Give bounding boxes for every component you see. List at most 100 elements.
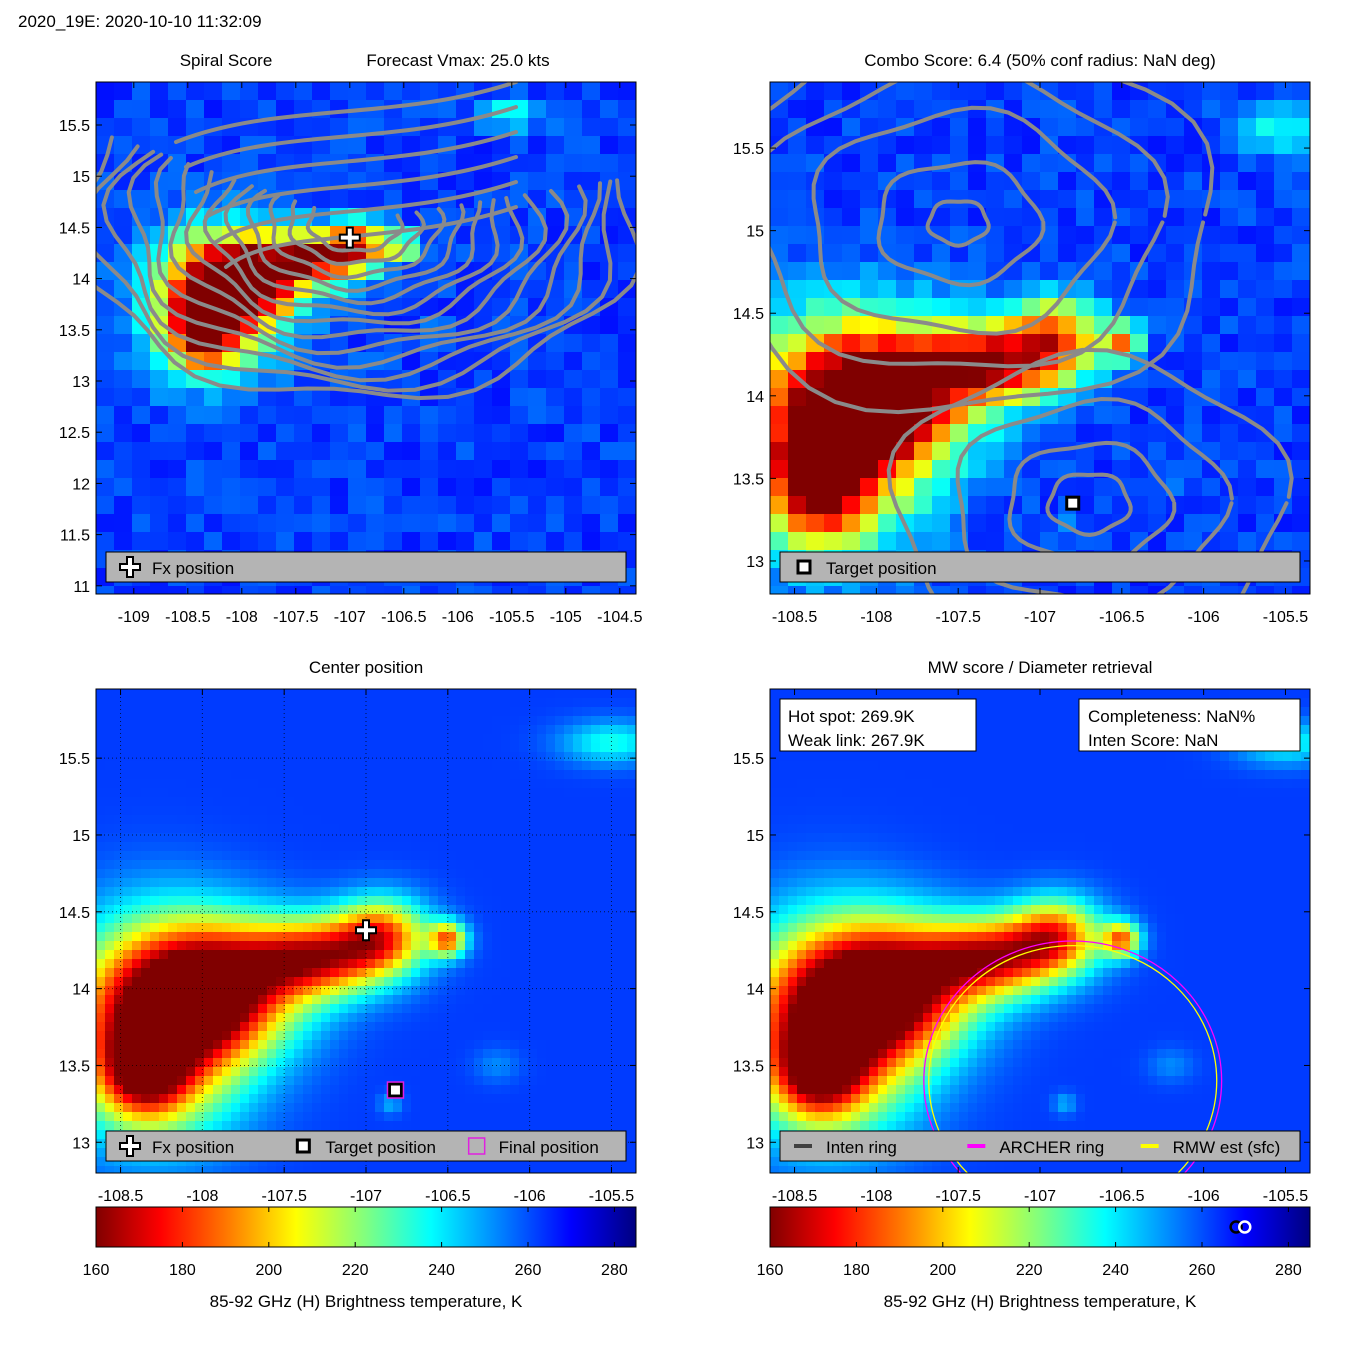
center-target-marker	[387, 1082, 403, 1098]
colorbar-tick-label: 180	[843, 1262, 870, 1279]
mw-legend-label: RMW est (sfc)	[1173, 1138, 1281, 1157]
colorbar-left: 160 180 200 220 240 260 280 85-92 GHz (H) Brigh…	[83, 1206, 637, 1311]
spiral-legend: Fx position	[105, 551, 627, 583]
colorbar-tick-label: 280	[1275, 1262, 1302, 1279]
mw-xtick-label: -107.5	[935, 1188, 980, 1205]
center-legend-label: Final position	[499, 1138, 599, 1157]
combo-xtick-label: -105.5	[1263, 609, 1308, 626]
center-xtick-label: -106.5	[425, 1188, 470, 1205]
mw-xtick-label: -108.5	[772, 1188, 817, 1205]
spiral-ytick-label: 14.5	[59, 220, 90, 237]
colorbar-tick-label: 160	[757, 1262, 784, 1279]
combo-ytick-label: 14	[746, 389, 764, 406]
mw-xtick-label: -108	[860, 1188, 892, 1205]
spiral-xtick-label: -106	[442, 609, 474, 626]
spiral-legend-fx-icon	[119, 556, 141, 578]
colorbar-tick-label: 220	[1016, 1262, 1043, 1279]
spiral-fx-marker	[338, 226, 361, 249]
colorbar-tick-label: 180	[169, 1262, 196, 1279]
combo-xtick-label: -107.5	[935, 609, 980, 626]
combo-ytick-label: 13	[746, 554, 764, 571]
spiral-title-left: Spiral Score	[180, 51, 273, 70]
combo-heatmap	[770, 82, 1310, 594]
center-fx-marker	[355, 919, 377, 942]
center-xtick-label: -108	[186, 1188, 218, 1205]
colorbar-marker	[1229, 1220, 1243, 1234]
center-xtick-label: -105.5	[589, 1188, 634, 1205]
colorbar-marker	[1238, 1220, 1252, 1234]
combo-ytick-label: 14.5	[733, 306, 764, 323]
spiral-ytick-label: 12	[72, 476, 90, 493]
center-grid	[96, 689, 636, 1173]
spiral-legend-label: Fx position	[152, 559, 234, 578]
combo-xtick-label: -106.5	[1099, 609, 1144, 626]
center-legend: Fx position Target position Final position	[105, 1130, 627, 1162]
mw-ytick-label: 14	[746, 982, 764, 999]
mw-legend: Inten ring ARCHER ring RMW est (sfc)	[779, 1130, 1301, 1162]
spiral-ytick-label: 15	[72, 169, 90, 186]
colorbar-label: 85-92 GHz (H) Brightness temperature, K	[210, 1292, 523, 1311]
colorbar-tick-label: 240	[428, 1262, 455, 1279]
combo-ytick-label: 13.5	[733, 471, 764, 488]
header-title: 2020_19E: 2020-10-10 11:32:09	[18, 12, 262, 31]
combo-target-marker	[1065, 495, 1081, 511]
spiral-xtick-label: -104.5	[597, 609, 642, 626]
colorbar-right: 160 180 200 220 240 260 280 85-92 GHz (H) Brigh…	[757, 1206, 1311, 1311]
center-xtick-label: -108.5	[98, 1188, 143, 1205]
infobox-right-line: Inten Score: NaN	[1088, 731, 1218, 750]
combo-panel: -108.5 -108 -107.5 -107 -106.5 -106 -105.5 13 13…	[733, 51, 1311, 626]
center-legend-target-icon	[295, 1138, 311, 1154]
spiral-panel: -109 -108.5 -108 -107.5 -107 -106.5 -106 -105.5…	[59, 51, 643, 626]
infobox-right: Completeness: NaN% Inten Score: NaN	[1078, 698, 1301, 752]
colorbar-tick-label: 200	[255, 1262, 282, 1279]
infobox-right-line: Completeness: NaN%	[1088, 707, 1255, 726]
spiral-ytick-label: 12.5	[59, 425, 90, 442]
spiral-ytick-label: 11	[73, 579, 90, 596]
spiral-xtick-label: -105	[550, 609, 582, 626]
center-legend-final-icon	[467, 1137, 486, 1155]
mw-legend-label: Inten ring	[826, 1138, 897, 1157]
colorbar-tick-label: 200	[929, 1262, 956, 1279]
colorbar-gradient	[769, 1206, 1311, 1248]
center-ytick-label: 13	[72, 1135, 90, 1152]
mw-ytick-label: 15	[746, 828, 764, 845]
spiral-xtick-label: -108	[226, 609, 258, 626]
colorbar-gradient	[95, 1206, 637, 1248]
spiral-title-right: Forecast Vmax: 25.0 kts	[366, 51, 549, 70]
mw-panel: -108.5 -108 -107.5 -107 -106.5 -106 -105.5 13 13…	[733, 658, 1311, 1205]
spiral-ytick-label: 15.5	[59, 118, 90, 135]
archer-ring	[923, 940, 1223, 1173]
center-xtick-label: -106	[514, 1188, 546, 1205]
combo-xtick-label: -108.5	[772, 609, 817, 626]
center-heatmap	[96, 689, 636, 1173]
colorbar-tick-label: 220	[342, 1262, 369, 1279]
center-ytick-label: 13.5	[59, 1058, 90, 1075]
spiral-ytick-label: 13	[72, 374, 90, 391]
center-panel: -108.5 -108 -107.5 -107 -106.5 -106 -105.5 13 13…	[59, 658, 637, 1205]
mw-ytick-label: 13.5	[733, 1058, 764, 1075]
spiral-ytick-label: 11.5	[60, 528, 90, 545]
mw-title: MW score / Diameter retrieval	[928, 658, 1153, 677]
colorbar-label: 85-92 GHz (H) Brightness temperature, K	[884, 1292, 1197, 1311]
spiral-frame	[95, 81, 637, 595]
colorbar-tick-label: 280	[601, 1262, 628, 1279]
infobox-left: Hot spot: 269.9K Weak link: 267.9K	[779, 698, 977, 752]
center-ytick-label: 14.5	[59, 905, 90, 922]
spiral-ytick-label: 13.5	[59, 323, 90, 340]
spiral-xtick-label: -106.5	[381, 609, 426, 626]
mw-xtick-label: -106	[1188, 1188, 1220, 1205]
center-ytick-label: 15	[72, 828, 90, 845]
combo-xtick-label: -106	[1188, 609, 1220, 626]
mw-ytick-label: 13	[746, 1135, 764, 1152]
combo-ytick-label: 15.5	[733, 141, 764, 158]
mw-ytick-label: 14.5	[733, 905, 764, 922]
mw-xtick-label: -105.5	[1263, 1188, 1308, 1205]
center-legend-label: Fx position	[152, 1138, 234, 1157]
mw-ytick-label: 15.5	[733, 751, 764, 768]
center-xtick-label: -107.5	[261, 1188, 306, 1205]
mw-xtick-label: -107	[1024, 1188, 1056, 1205]
combo-xtick-label: -107	[1024, 609, 1056, 626]
combo-legend: Target position	[779, 551, 1301, 583]
spiral-xtick-label: -107.5	[273, 609, 318, 626]
